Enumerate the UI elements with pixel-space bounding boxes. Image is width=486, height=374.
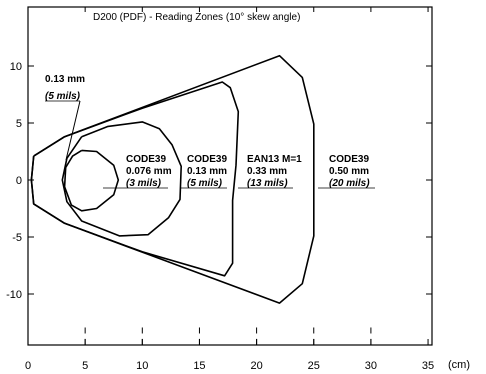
zone-curves [30,54,315,304]
annotation-size: 0.33 mm [247,166,287,177]
y-tick-labels: 10 5 0 -5 -10 [6,61,22,301]
annotation-leader [65,100,81,161]
x-tick-label: 30 [365,360,377,372]
annotation-code39-013mm: CODE39 0.13 mm (5 mils) [180,154,227,189]
annotation-code39-050mm: CODE39 0.50 mm (20 mils) [318,154,375,189]
y-tick-label: 0 [16,175,22,187]
y-tick-label: 5 [16,118,22,130]
zone-curve-1 [63,149,120,212]
tick-marks [27,7,432,345]
x-tick-label: 5 [82,360,88,372]
x-tick-label: 15 [193,360,205,372]
annotation-ean13: EAN13 M=1 0.33 mm (13 mils) [238,154,302,189]
annotation-size: 0.13 mm [45,74,85,85]
x-tick-labels: 0 5 10 15 20 25 30 35 [25,360,434,372]
y-tick-label: 10 [10,61,22,73]
annotation-size: 0.13 mm [187,166,227,177]
chart-title: D200 (PDF) - Reading Zones (10° skew ang… [93,12,300,23]
annotation-mils: (3 mils) [126,178,162,189]
annotation-code: CODE39 [126,154,166,165]
annotation-mils: (20 mils) [329,178,370,189]
annotation-mils: (5 mils) [187,178,223,189]
x-tick-label: 25 [308,360,320,372]
annotation-size: 0.50 mm [329,166,369,177]
annotation-013mm-left: 0.13 mm (5 mils) [45,74,85,161]
x-axis-label: (cm) [448,359,470,371]
x-tick-label: 10 [136,360,148,372]
zone-curve-4 [30,54,315,304]
zone-curve-2 [61,121,182,237]
x-tick-label: 35 [422,360,434,372]
annotation-code: CODE39 [329,154,369,165]
annotation-code: CODE39 [187,154,227,165]
x-tick-label: 0 [25,360,31,372]
plot-frame [27,6,433,346]
y-tick-label: -5 [12,232,22,244]
annotation-mils: (5 mils) [45,91,81,102]
annotation-mils: (13 mils) [247,178,288,189]
annotation-code: EAN13 M=1 [247,154,302,165]
annotation-code39-0076mm: CODE39 0.076 mm (3 mils) [103,154,172,189]
annotation-size: 0.076 mm [126,166,172,177]
y-tick-label: -10 [6,289,22,301]
x-tick-label: 20 [250,360,262,372]
